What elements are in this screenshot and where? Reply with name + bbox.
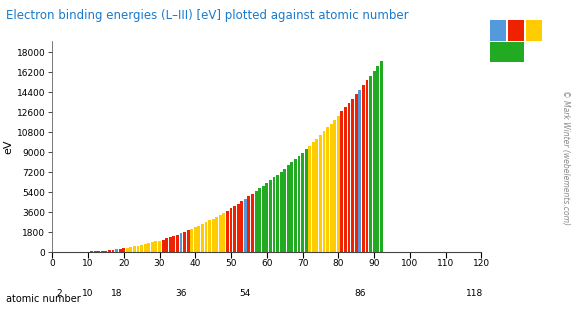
Bar — [312, 142, 315, 252]
Text: 10: 10 — [82, 289, 94, 298]
Bar — [380, 61, 383, 252]
Bar — [262, 186, 264, 252]
Text: atomic number: atomic number — [6, 294, 81, 304]
Bar — [322, 131, 325, 252]
Bar — [215, 217, 218, 252]
Bar — [165, 238, 168, 252]
Bar — [94, 251, 96, 252]
Bar — [330, 123, 332, 252]
Bar — [291, 162, 293, 252]
Bar — [205, 222, 208, 252]
Bar — [151, 242, 154, 252]
Bar — [340, 112, 343, 252]
Bar — [187, 231, 190, 252]
Bar — [226, 210, 229, 252]
Bar — [369, 76, 372, 252]
Bar — [334, 120, 336, 252]
Bar — [137, 245, 139, 252]
Bar — [326, 128, 329, 252]
Text: 36: 36 — [175, 289, 187, 298]
Bar — [144, 244, 147, 252]
Bar — [126, 248, 129, 252]
Bar — [172, 236, 175, 252]
Bar — [119, 249, 122, 252]
Bar — [219, 215, 222, 252]
Bar — [176, 235, 179, 252]
Bar — [162, 240, 165, 252]
Bar — [129, 247, 132, 252]
Bar — [237, 204, 240, 252]
Bar — [373, 71, 375, 252]
Bar — [294, 159, 297, 252]
Bar — [230, 208, 233, 252]
Bar — [351, 99, 354, 252]
Text: 18: 18 — [111, 289, 122, 298]
Bar — [194, 227, 197, 252]
Bar — [97, 251, 100, 252]
Bar — [90, 251, 93, 252]
Y-axis label: eV: eV — [3, 139, 14, 154]
Bar — [365, 80, 368, 252]
Bar — [319, 135, 322, 252]
Bar — [197, 226, 200, 252]
Bar — [111, 250, 114, 252]
Bar — [344, 107, 347, 252]
Bar — [122, 248, 125, 252]
Bar — [283, 169, 286, 252]
Bar — [208, 220, 211, 252]
Bar — [244, 199, 246, 252]
Bar — [101, 251, 104, 252]
Bar — [255, 191, 258, 252]
Bar — [169, 237, 172, 252]
Text: 86: 86 — [354, 289, 365, 298]
Text: 54: 54 — [240, 289, 251, 298]
Bar — [201, 224, 204, 252]
Bar — [309, 146, 311, 252]
Text: © Mark Winter (webelements.com): © Mark Winter (webelements.com) — [561, 90, 570, 225]
Bar — [280, 172, 282, 252]
Bar — [258, 188, 261, 252]
Bar — [158, 241, 161, 252]
Bar — [223, 213, 225, 252]
Bar — [355, 94, 358, 252]
Bar — [190, 229, 193, 252]
Bar — [233, 206, 236, 252]
Bar — [248, 196, 251, 252]
Bar — [212, 219, 215, 252]
Bar — [154, 241, 157, 252]
Text: 118: 118 — [466, 289, 483, 298]
Bar — [358, 89, 361, 252]
Bar — [304, 149, 307, 252]
Bar — [140, 245, 143, 252]
Bar — [337, 116, 340, 252]
Bar — [251, 194, 254, 252]
Bar — [362, 85, 365, 252]
Bar — [180, 233, 182, 252]
Bar — [347, 103, 350, 252]
Bar — [108, 250, 111, 252]
Bar — [273, 177, 275, 252]
Bar — [240, 201, 243, 252]
Bar — [287, 165, 289, 252]
Bar — [269, 180, 272, 252]
Bar — [133, 246, 136, 252]
Bar — [104, 250, 107, 252]
Bar — [183, 232, 186, 252]
Bar — [301, 153, 304, 252]
Bar — [115, 249, 118, 252]
Bar — [298, 156, 300, 252]
Bar — [316, 139, 318, 252]
Bar — [276, 175, 279, 252]
Text: 2: 2 — [56, 289, 62, 298]
Text: Electron binding energies (L–III) [eV] plotted against atomic number: Electron binding energies (L–III) [eV] p… — [6, 9, 408, 22]
Bar — [147, 243, 150, 252]
Bar — [376, 66, 379, 252]
Bar — [266, 183, 268, 252]
